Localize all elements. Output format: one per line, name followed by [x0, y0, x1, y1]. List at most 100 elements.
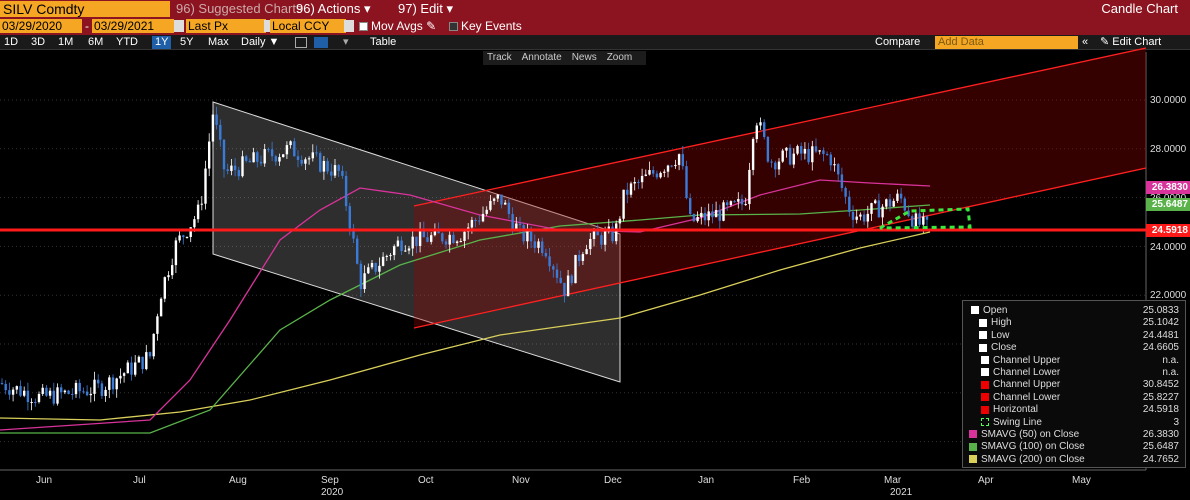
period-1y[interactable]: 1Y [152, 36, 172, 49]
candle-body [729, 201, 733, 206]
suggested-charts-button[interactable]: 96) Suggested Charts [176, 1, 303, 16]
candle-body [185, 236, 189, 238]
candle-body [330, 171, 333, 176]
checkbox-icon[interactable] [449, 22, 458, 32]
candle-body [63, 390, 67, 393]
period-toolbar [0, 35, 1190, 50]
legend-swatch-icon[interactable] [979, 331, 987, 340]
candle-body [245, 156, 248, 161]
candle-body [385, 255, 388, 257]
legend-swatch-icon[interactable] [981, 405, 989, 414]
legend-swatch-icon[interactable] [981, 417, 989, 426]
date-to-input[interactable]: 03/29/2021 [92, 19, 174, 33]
candle-body [274, 156, 277, 162]
candle-body [378, 265, 381, 272]
candle-body [822, 150, 825, 155]
checkbox-icon[interactable] [359, 22, 368, 32]
candle-body [722, 202, 725, 221]
candle-body [726, 202, 729, 206]
legend-swatch-icon[interactable] [969, 455, 977, 464]
date-from-input[interactable]: 03/29/2020 [0, 19, 82, 33]
candle-body [381, 256, 385, 266]
candle-body [26, 390, 30, 403]
tool-news[interactable]: News [571, 52, 597, 63]
pencil-icon: ✎ [1100, 36, 1110, 48]
tool-zoom[interactable]: Zoom [606, 52, 633, 63]
edit-chart-button[interactable]: ✎ Edit Chart [1100, 36, 1161, 49]
candle-body [618, 218, 622, 224]
candle-body [404, 250, 407, 252]
table-button[interactable]: Table [370, 36, 397, 48]
frequency-select[interactable]: Daily ▼ [241, 36, 280, 48]
candle-body [522, 225, 525, 242]
compare-button[interactable]: Compare [875, 36, 921, 48]
period-6m[interactable]: 6M [88, 36, 104, 48]
field-select[interactable]: Last Px [186, 19, 266, 33]
chevron-down-icon[interactable] [264, 20, 274, 32]
period-3d[interactable]: 3D [31, 36, 46, 48]
candle-body [411, 236, 414, 249]
add-data-input[interactable]: Add Data [935, 36, 1078, 49]
edit-chart-label: Edit Chart [1112, 36, 1162, 48]
collapse-icon[interactable]: « [1082, 36, 1089, 48]
legend-swatch-icon[interactable] [969, 430, 977, 439]
legend-row: Close 24.6605 [963, 342, 1185, 354]
candle-body [529, 229, 533, 242]
dropdown-arrow-icon[interactable]: ▾ [343, 36, 349, 48]
legend-swatch-icon[interactable] [981, 355, 989, 364]
title-bar [0, 0, 1190, 18]
legend-swatch-icon[interactable] [981, 380, 989, 389]
sma200-line [0, 231, 931, 421]
candle-body [219, 124, 222, 140]
candle-body [115, 378, 118, 390]
mov-avgs-toggle[interactable]: Mov Avgs ✎ [359, 19, 436, 33]
legend-swatch-icon[interactable] [969, 442, 977, 451]
candle-body [230, 165, 233, 171]
period-1d[interactable]: 1D [4, 36, 19, 48]
tool-track[interactable]: Track [487, 52, 512, 63]
x-tick-label: Nov [512, 475, 530, 486]
period-max[interactable]: Max [208, 36, 229, 48]
legend-label: Open [983, 305, 1008, 316]
period-5y[interactable]: 5Y [180, 36, 194, 48]
chart-tools: Track Annotate News Zoom [483, 51, 647, 65]
tool-annotate[interactable]: Annotate [521, 52, 562, 63]
calendar-icon[interactable] [174, 20, 184, 32]
candle-body [400, 240, 403, 252]
chevron-down-icon[interactable] [344, 20, 354, 32]
legend-swatch-icon[interactable] [979, 318, 987, 327]
candle-body [877, 200, 881, 218]
candle-body [237, 170, 240, 177]
legend-label: Horizontal [993, 404, 1039, 416]
channel-upper-line [413, 47, 1147, 207]
legend-swatch-icon[interactable] [979, 343, 987, 352]
candle-body [374, 262, 377, 272]
period-ytd[interactable]: YTD [116, 36, 138, 48]
candle-body [578, 254, 581, 262]
key-events-toggle[interactable]: Key Events [449, 19, 522, 33]
candle-body [293, 141, 296, 157]
legend-swatch-icon[interactable] [971, 306, 979, 315]
candle-body [407, 248, 411, 251]
legend-row: High 25.1042 [963, 317, 1185, 329]
candle-body [629, 183, 633, 195]
candle-body [448, 234, 451, 245]
candle-body [922, 216, 925, 225]
ticker-field[interactable]: SILV Comdty [0, 1, 170, 17]
actions-menu[interactable]: 96) Actions ▾ [296, 2, 370, 16]
line-chart-icon[interactable] [295, 37, 307, 48]
candle-chart-icon[interactable] [314, 37, 328, 48]
edit-menu[interactable]: 97) Edit ▾ [398, 2, 453, 16]
candle-body [537, 241, 540, 248]
legend-swatch-icon[interactable] [981, 368, 989, 377]
candle-body [611, 226, 614, 242]
candle-body [344, 175, 348, 207]
candle-body [71, 393, 74, 395]
currency-select[interactable]: Local CCY [270, 19, 346, 33]
legend-swatch-icon[interactable] [981, 393, 989, 402]
candle-body [489, 200, 492, 210]
pencil-icon[interactable]: ✎ [426, 19, 437, 33]
period-1m[interactable]: 1M [58, 36, 74, 48]
candle-body [148, 352, 152, 357]
